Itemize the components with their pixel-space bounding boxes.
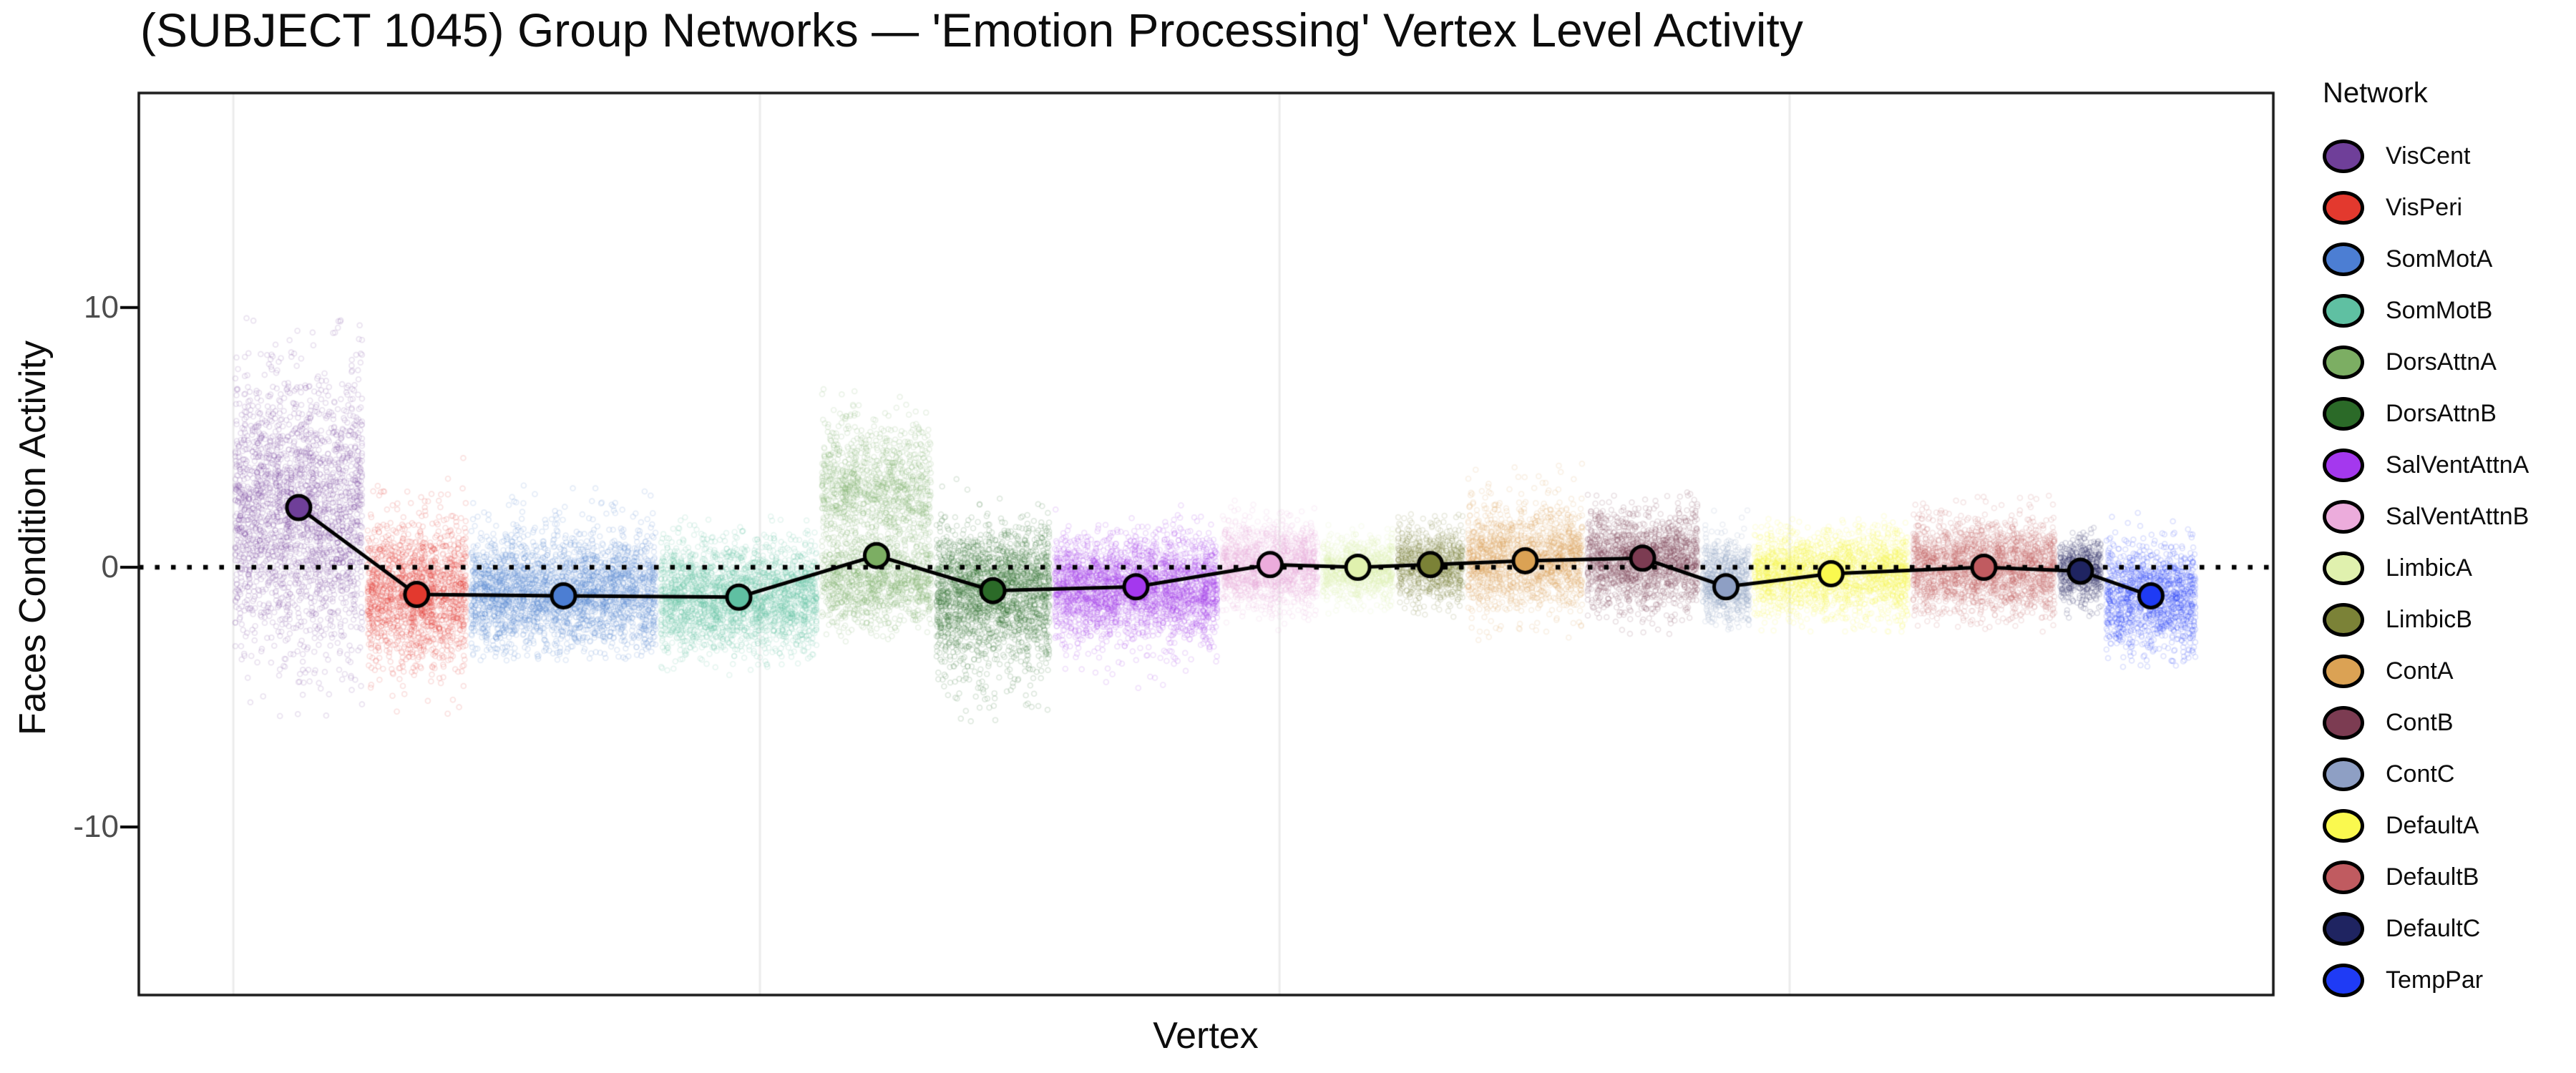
legend-item-label: VisPeri <box>2386 193 2463 221</box>
x-axis-title: Vertex <box>1153 1015 1259 1057</box>
legend-item-label: ContB <box>2386 708 2454 736</box>
viscent-swatch-icon <box>2323 139 2364 173</box>
legend-item-dorsattna: DorsAttnA <box>2323 336 2573 388</box>
legend-item-sommotb: SomMotB <box>2323 285 2573 336</box>
legend-item-dorsattnb: DorsAttnB <box>2323 388 2573 439</box>
legend-item-label: VisCent <box>2386 142 2471 170</box>
contb-swatch-icon <box>2323 705 2364 740</box>
y-tick-label-0: 0 <box>101 549 119 584</box>
legend-item-label: TempPar <box>2386 966 2484 994</box>
legend-item-label: SalVentAttnA <box>2386 451 2529 479</box>
salventattna-swatch-icon <box>2323 448 2364 482</box>
legend-item-label: SalVentAttnB <box>2386 502 2529 530</box>
legend-item-limbica: LimbicA <box>2323 542 2573 594</box>
limbicb-swatch-icon <box>2323 602 2364 637</box>
legend-title: Network <box>2323 77 2428 109</box>
legend-item-contc: ContC <box>2323 748 2573 800</box>
visperi-swatch-icon <box>2323 190 2364 225</box>
y-tick-label-10: 10 <box>84 290 119 325</box>
dorsattnb-swatch-icon <box>2323 396 2364 431</box>
legend-item-temppar: TempPar <box>2323 954 2573 1006</box>
y-axis-title: Faces Condition Activity <box>12 340 54 736</box>
legend-item-label: DorsAttnB <box>2386 399 2497 427</box>
dorsattna-swatch-icon <box>2323 345 2364 379</box>
contc-swatch-icon <box>2323 757 2364 791</box>
legend-item-label: SomMotB <box>2386 296 2493 324</box>
defaulta-swatch-icon <box>2323 808 2364 843</box>
legend-item-label: DorsAttnA <box>2386 348 2497 376</box>
legend-item-limbicb: LimbicB <box>2323 594 2573 645</box>
temppar-swatch-icon <box>2323 963 2364 997</box>
legend-item-defaultb: DefaultB <box>2323 851 2573 903</box>
defaultc-swatch-icon <box>2323 911 2364 946</box>
legend-item-sommota: SomMotA <box>2323 233 2573 285</box>
legend-item-label: DefaultC <box>2386 914 2481 942</box>
legend-item-salventattnb: SalVentAttnB <box>2323 491 2573 542</box>
legend-item-label: ContA <box>2386 657 2454 685</box>
defaultb-swatch-icon <box>2323 860 2364 894</box>
legend-item-label: LimbicA <box>2386 554 2472 582</box>
legend-item-label: LimbicB <box>2386 605 2472 633</box>
legend-item-contb: ContB <box>2323 697 2573 748</box>
legend-item-label: DefaultB <box>2386 863 2479 891</box>
salventattnb-swatch-icon <box>2323 499 2364 534</box>
legend-item-viscent: VisCent <box>2323 130 2573 182</box>
legend-item-label: DefaultA <box>2386 811 2479 839</box>
legend-item-label: SomMotA <box>2386 245 2493 273</box>
legend: Network VisCent VisPeri SomMotA SomMotB Dors… <box>2323 77 2573 1006</box>
y-tick-label-neg10: -10 <box>73 809 119 844</box>
figure-title: (SUBJECT 1045) Group Networks — 'Emotion… <box>140 4 1803 57</box>
conta-swatch-icon <box>2323 654 2364 688</box>
legend-item-visperi: VisPeri <box>2323 182 2573 233</box>
legend-item-defaulta: DefaultA <box>2323 800 2573 851</box>
sommota-swatch-icon <box>2323 242 2364 276</box>
legend-item-label: ContC <box>2386 760 2455 788</box>
sommotb-swatch-icon <box>2323 293 2364 328</box>
legend-item-salventattna: SalVentAttnA <box>2323 439 2573 491</box>
legend-items: VisCent VisPeri SomMotA SomMotB DorsAttnA Dor… <box>2323 130 2573 1006</box>
legend-item-defaultc: DefaultC <box>2323 903 2573 954</box>
legend-item-conta: ContA <box>2323 645 2573 697</box>
limbica-swatch-icon <box>2323 551 2364 585</box>
